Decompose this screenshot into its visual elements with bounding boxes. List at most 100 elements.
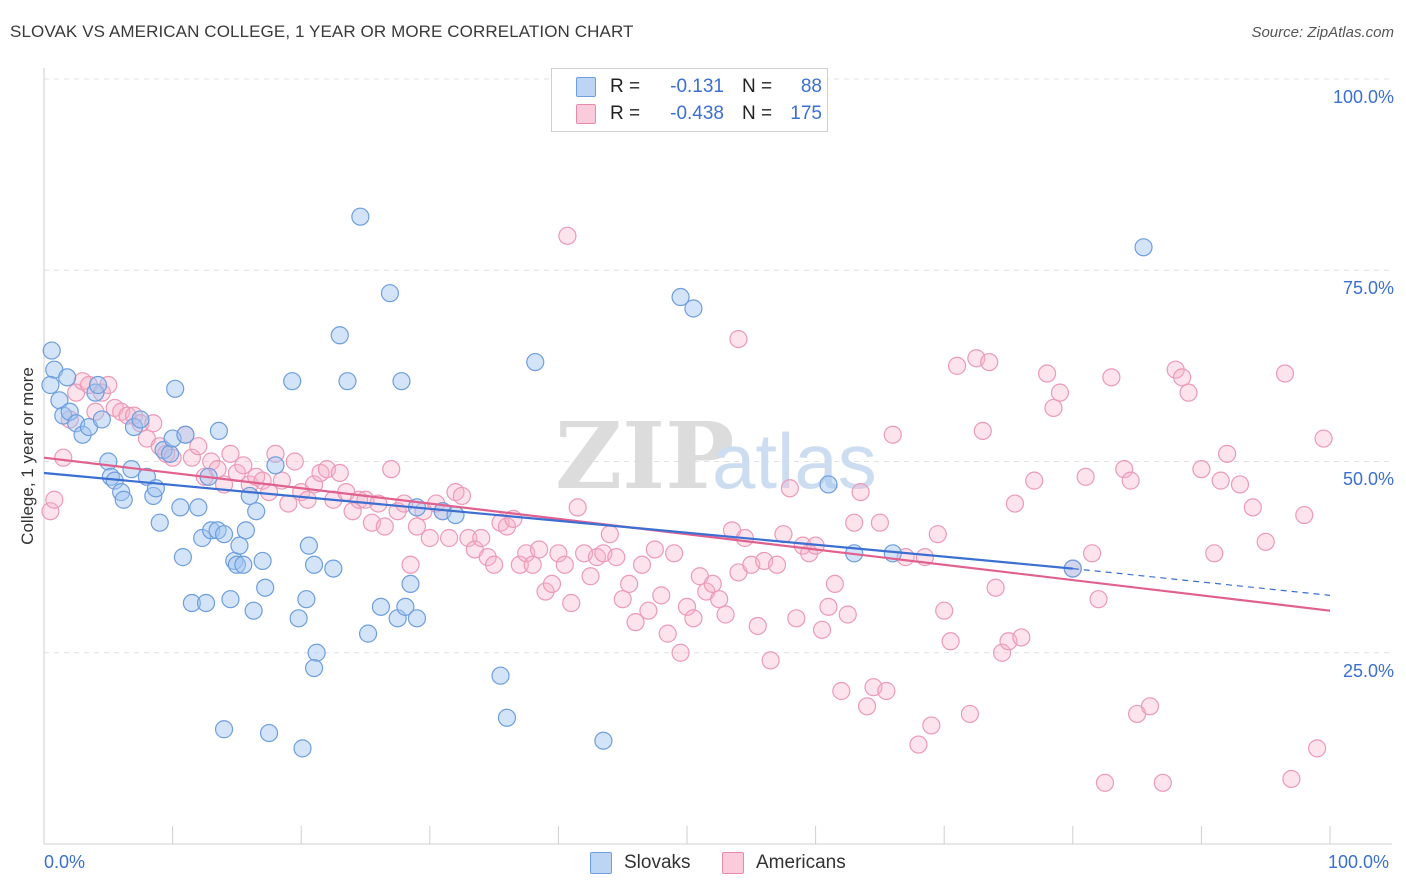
- n-label: N =: [742, 76, 773, 97]
- axes: [43, 68, 1392, 845]
- american-point: [819, 597, 838, 616]
- slovak-point: [244, 601, 263, 620]
- watermark: ZIP atlas: [555, 402, 877, 510]
- american-point: [992, 643, 1012, 662]
- american-point: [581, 567, 600, 586]
- american-point: [645, 540, 664, 559]
- n-value-slovaks: 88: [800, 76, 822, 97]
- slovak-point: [256, 578, 275, 597]
- american-point: [221, 444, 240, 463]
- slovak-point: [240, 486, 259, 506]
- x-tick-0: 0.0%: [44, 852, 86, 872]
- american-point: [947, 356, 967, 375]
- slovak-point: [304, 658, 324, 678]
- slovaks-trend-extension: [1072, 568, 1331, 596]
- legend-item-americans[interactable]: Americans: [722, 852, 846, 874]
- slovak-point: [371, 597, 391, 616]
- american-point: [632, 555, 652, 574]
- american-point: [401, 555, 420, 574]
- american-point: [941, 632, 960, 651]
- slovak-point: [684, 299, 703, 318]
- slovak-point: [1134, 238, 1153, 257]
- y-tick-75: 75.0%: [1342, 278, 1394, 298]
- american-point: [922, 716, 941, 735]
- american-point: [549, 544, 568, 563]
- slovak-point: [230, 536, 249, 555]
- american-point: [54, 448, 73, 467]
- american-point: [838, 605, 857, 624]
- slovak-point: [209, 421, 228, 440]
- american-point: [1102, 368, 1121, 387]
- american-point: [1153, 773, 1172, 792]
- american-point: [41, 502, 60, 521]
- american-point: [748, 616, 767, 636]
- slovak-point: [214, 720, 234, 739]
- american-point: [1282, 769, 1301, 789]
- american-point: [671, 643, 690, 662]
- american-point: [189, 437, 208, 456]
- slovak-point: [324, 559, 343, 578]
- american-point: [851, 483, 870, 502]
- american-point: [459, 528, 478, 548]
- slovak-point: [41, 375, 60, 395]
- american-point: [832, 681, 851, 701]
- r-label: R =: [610, 103, 641, 124]
- slovak-point: [299, 536, 319, 555]
- american-point: [973, 421, 992, 440]
- slovaks-trend-line: [43, 471, 1073, 570]
- slovak-point: [594, 731, 613, 750]
- r-value-americans: -0.438: [670, 103, 724, 124]
- american-point: [1218, 444, 1237, 463]
- watermark-atlas: atlas: [712, 417, 877, 505]
- american-point: [298, 490, 317, 509]
- american-point: [382, 460, 401, 479]
- americans-swatch: [576, 104, 596, 124]
- american-point: [439, 528, 459, 548]
- american-point: [825, 574, 844, 594]
- american-point: [1173, 368, 1192, 387]
- chart-title: SLOVAK VS AMERICAN COLLEGE, 1 YEAR OR MO…: [10, 22, 634, 41]
- slovak-point: [396, 597, 415, 616]
- american-point: [761, 651, 780, 670]
- slovak-point: [234, 555, 253, 574]
- american-point: [960, 704, 980, 724]
- slovak-point: [131, 410, 150, 429]
- slovak-point: [253, 551, 272, 571]
- american-point: [812, 620, 832, 639]
- american-point: [1115, 460, 1134, 479]
- slovak-point: [307, 643, 326, 662]
- american-point: [607, 548, 626, 567]
- american-point: [710, 590, 729, 609]
- american-point: [1140, 697, 1160, 716]
- slovak-point: [189, 498, 208, 517]
- slovak-point: [176, 425, 195, 444]
- slovak-point: [392, 372, 411, 391]
- slovak-point: [358, 624, 378, 643]
- slovaks-legend-swatch: [590, 852, 612, 874]
- american-point: [472, 528, 491, 548]
- american-point: [767, 555, 787, 574]
- american-point: [1089, 590, 1108, 609]
- american-point: [568, 498, 587, 517]
- american-point: [980, 352, 999, 372]
- american-point: [626, 613, 645, 632]
- trend-lines: [43, 456, 1331, 612]
- american-point: [1025, 471, 1044, 490]
- american-point: [870, 513, 890, 532]
- american-point: [1044, 398, 1063, 418]
- american-point: [703, 574, 722, 594]
- american-point: [1095, 773, 1115, 792]
- slovak-point: [171, 498, 190, 517]
- american-point: [555, 555, 574, 574]
- american-point: [658, 624, 677, 643]
- source-credit: Source: ZipAtlas.com: [1251, 24, 1394, 41]
- slovak-point: [446, 505, 465, 525]
- american-point: [530, 540, 549, 559]
- y-tick-25: 25.0%: [1342, 661, 1394, 681]
- legend-item-slovaks[interactable]: Slovaks: [590, 852, 691, 874]
- american-point: [375, 517, 394, 536]
- slovak-point: [236, 521, 256, 540]
- american-point: [677, 597, 697, 616]
- slovak-point: [293, 739, 312, 758]
